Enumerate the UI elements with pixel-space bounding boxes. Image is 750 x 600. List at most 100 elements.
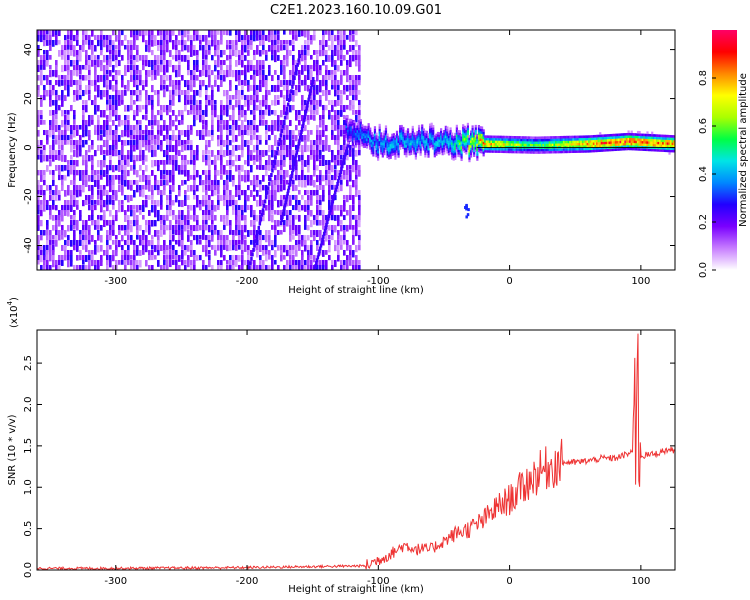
spectrogram-cell	[169, 230, 172, 236]
spectrogram-cell	[175, 35, 178, 41]
spectrogram-cell	[136, 125, 139, 132]
spectrogram-cell	[226, 40, 229, 47]
spectrogram-cell	[154, 70, 157, 77]
spectrogram-cell	[61, 95, 64, 103]
spectrogram-cell	[145, 240, 148, 247]
spectrogram-cell	[142, 65, 145, 71]
spectrogram-cell	[280, 128, 284, 133]
spectrogram-cell	[507, 150, 510, 154]
spectrogram-cell	[328, 245, 331, 253]
spectrogram-cell	[115, 240, 118, 246]
spectrogram-cell	[413, 139, 416, 143]
spectrogram-cell	[247, 60, 250, 67]
spectrogram-cell	[166, 130, 169, 135]
spectrogram-cell	[559, 143, 562, 146]
spectrogram-cell	[566, 135, 569, 139]
spectrogram-cell	[349, 150, 352, 157]
spectrogram-cell	[202, 120, 205, 125]
spectrogram-cell	[262, 75, 265, 81]
spectrogram-cell	[199, 205, 202, 211]
spectrogram-cell	[347, 132, 350, 135]
spectrogram-cell	[211, 220, 214, 225]
spectrogram-cell	[250, 120, 253, 127]
spectrogram-cell	[466, 139, 469, 143]
spectrogram-cell	[301, 145, 304, 152]
spectrogram-cell	[187, 35, 190, 42]
spectrogram-cell	[555, 138, 558, 142]
spectrogram-cell	[352, 260, 355, 265]
spectrogram-cell	[283, 30, 286, 35]
spectrogram-cell	[295, 165, 298, 172]
spectrogram-cell	[548, 143, 551, 147]
spectrogram-cell	[91, 160, 94, 168]
spectrogram-cell	[76, 50, 79, 57]
spectrogram-cell	[223, 245, 226, 250]
spectrogram-cell	[286, 215, 289, 222]
spectrogram-cell	[286, 250, 289, 257]
spectrogram-cell	[157, 140, 160, 146]
spectrogram-cell	[160, 125, 163, 133]
spectrogram-cell	[184, 220, 187, 226]
spectrogram-cell	[449, 134, 452, 138]
spectrogram-cell	[395, 150, 399, 153]
spectrogram-cell	[537, 143, 540, 147]
spectrogram-cell	[100, 45, 103, 53]
spectrogram-cell	[52, 110, 55, 116]
spectrogram-cell	[325, 165, 328, 172]
spectrogram-cell	[265, 90, 268, 98]
spectrogram-cell	[307, 65, 310, 71]
spectrogram-cell	[551, 148, 555, 152]
spectrogram-cell	[226, 200, 229, 207]
spectrogram-cell	[85, 230, 88, 236]
spectrogram-cell	[280, 230, 283, 235]
spectrogram-cell	[46, 200, 49, 207]
spectrogram-cell	[175, 70, 178, 78]
spectrogram-cell	[67, 255, 70, 261]
spectrogram-cell	[343, 145, 346, 151]
spectrogram-cell	[223, 110, 226, 116]
spectrogram-cell	[310, 230, 313, 238]
spectrogram-cell	[127, 250, 130, 257]
spectrogram-cell	[115, 45, 118, 50]
spectrogram-cell	[232, 130, 235, 137]
spectrogram-cell	[566, 143, 569, 146]
spectrogram-cell	[584, 142, 588, 146]
spectrogram-cell	[331, 150, 334, 157]
spectrogram-cell	[452, 136, 455, 139]
spectrogram-cell	[537, 136, 540, 140]
spectrogram-cell	[331, 130, 334, 136]
spectrogram-cell	[310, 265, 313, 270]
spectrogram-cell	[433, 154, 436, 158]
spectrogram-cell	[43, 90, 46, 97]
spectrogram-cell	[133, 40, 136, 47]
spectrogram-cell	[40, 100, 43, 107]
spectrogram-cell	[271, 130, 274, 135]
spectrogram-cell	[555, 136, 558, 139]
spectrogram-cell	[142, 205, 145, 212]
spectrogram-cell	[250, 140, 253, 146]
spectrogram-cell	[109, 115, 112, 122]
spectrogram-cell	[373, 126, 377, 129]
spectrogram-cell	[292, 195, 295, 200]
spectrogram-cell	[301, 205, 304, 211]
spectrogram-cell	[411, 147, 414, 151]
spectrogram-cell	[558, 143, 561, 146]
spectrogram-cell	[184, 160, 187, 166]
spectrogram-cell	[355, 260, 358, 268]
spectrogram-cell	[446, 128, 449, 132]
spectrogram-cell	[160, 170, 163, 176]
spectrogram-cell	[82, 230, 85, 237]
spectrogram-cell	[205, 185, 208, 192]
spectrogram-cell	[564, 145, 567, 149]
spectrogram-cell	[558, 140, 561, 144]
spectrogram-cell	[130, 205, 133, 213]
spectrogram-cell	[76, 205, 79, 210]
spectrogram-cell	[211, 120, 214, 127]
spectrogram-cell	[271, 45, 274, 53]
spectrogram-cell	[347, 134, 350, 138]
spectrogram-cell	[292, 205, 295, 211]
spectrogram-cell	[130, 220, 133, 225]
spectrogram-cell	[622, 133, 625, 136]
spectrogram-cell	[361, 124, 364, 127]
spectrogram-cell	[262, 120, 265, 126]
